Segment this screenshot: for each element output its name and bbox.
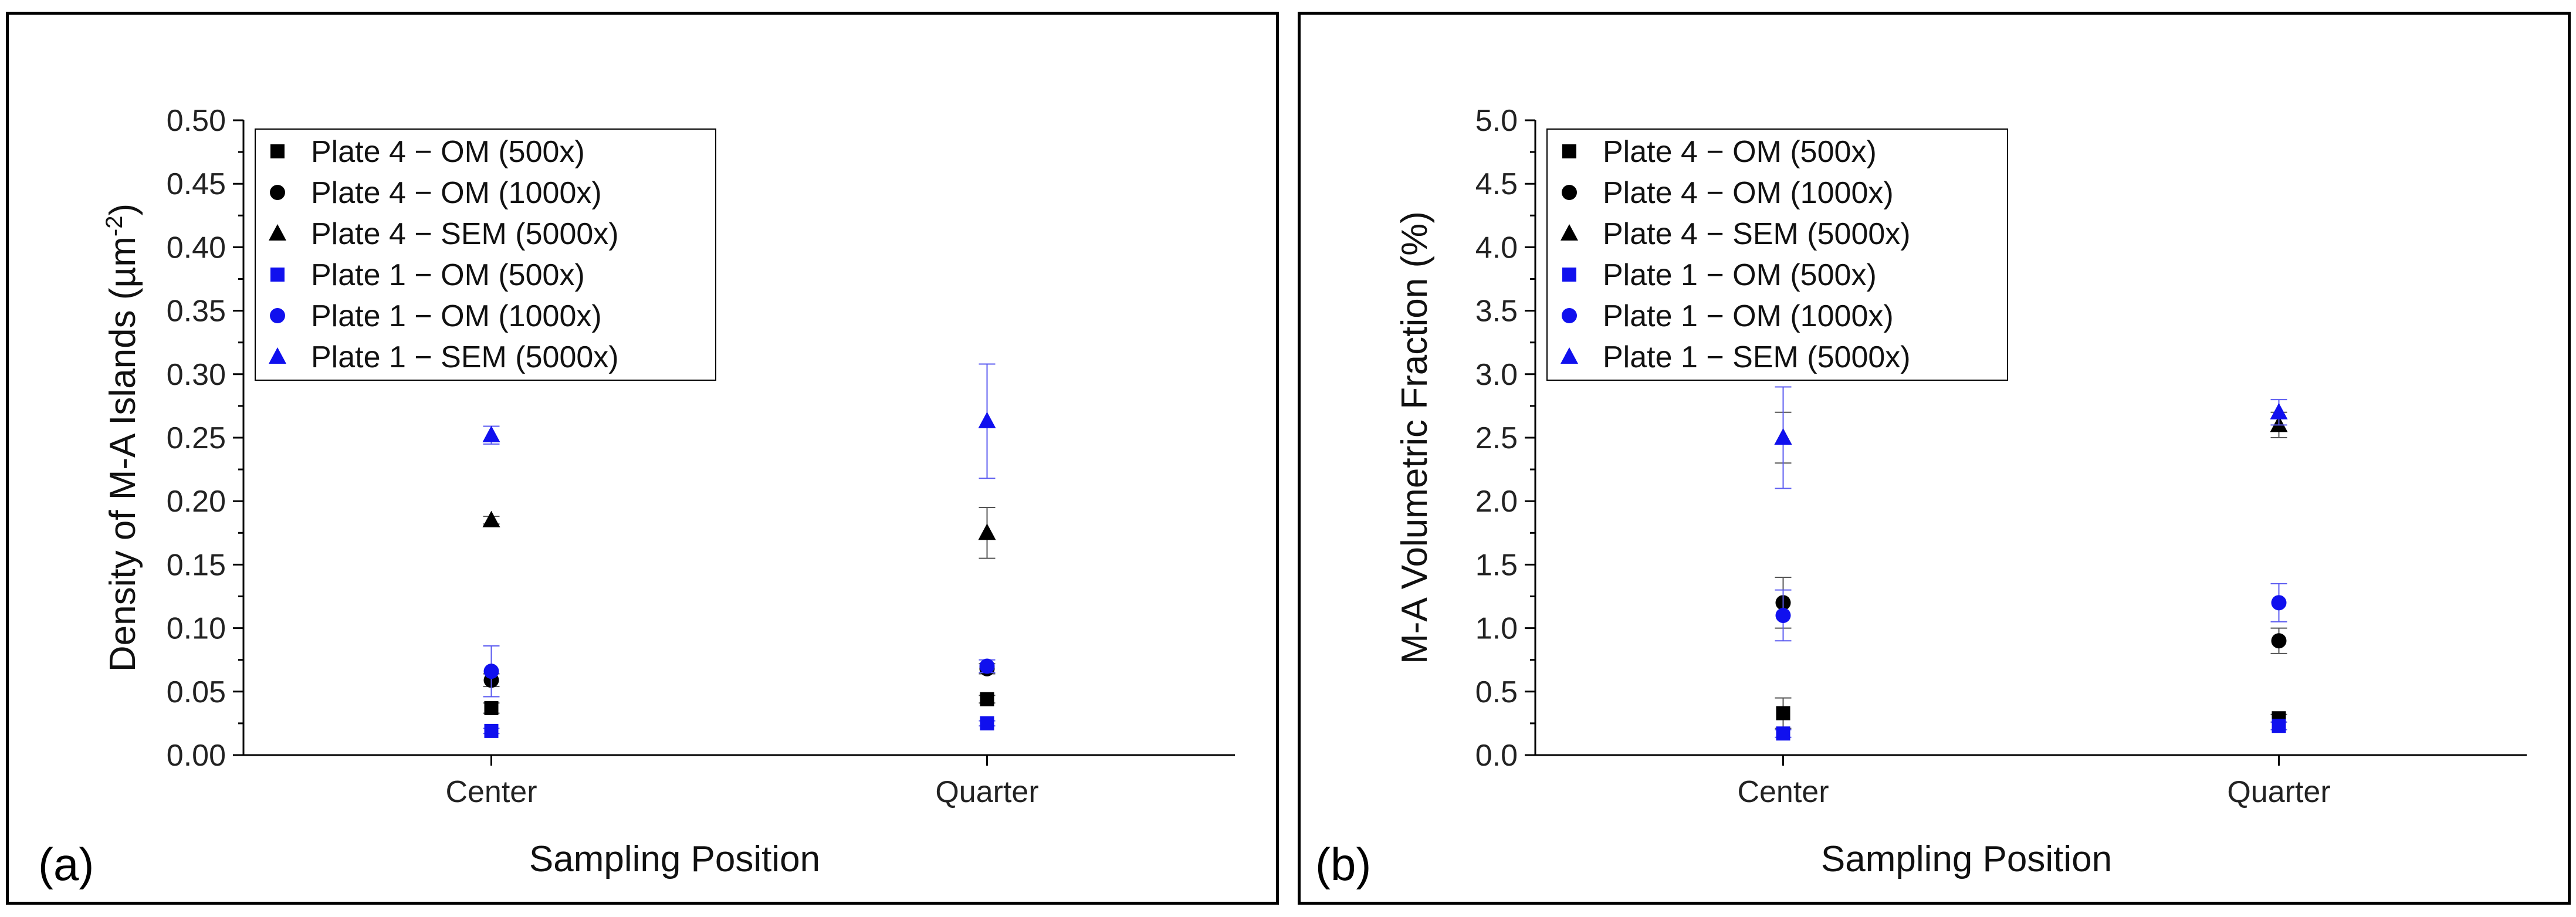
plot-area-0: 0.00 0.05 0.10 0.15 0.20 0.25 0.30 0.35 0.40 0.45…: [167, 104, 1235, 809]
legend-label: Plate 1 − SEM (5000x): [311, 340, 619, 374]
legend-marker: [1562, 268, 1576, 282]
y-axis-label-b: M-A Volumetric Fraction (%): [1394, 211, 1435, 664]
plot-area-1: 0.0 0.5 1.0 1.5 2.0 2.5 3.0 3.5 4.0 4.5 5.0 Center Q…: [1475, 104, 2527, 809]
data-point: [1776, 726, 1790, 741]
y-tick-label: 4.0: [1475, 231, 1518, 265]
legend-marker: [269, 224, 286, 241]
legend-0: Plate 4 − OM (500x) Plate 4 − OM (1000x) P…: [255, 128, 716, 381]
series-3: [483, 716, 996, 738]
legend-label: Plate 4 − SEM (5000x): [1603, 217, 1911, 251]
series-0: [483, 692, 996, 715]
legend-label: Plate 4 − OM (1000x): [1603, 176, 1894, 210]
legend-marker: [270, 185, 285, 200]
series-4: [483, 645, 996, 698]
legend-1: Plate 4 − OM (500x) Plate 4 − OM (1000x) P…: [1546, 128, 2008, 381]
y-tick-label: 0.15: [167, 548, 226, 582]
y-tick-label: 5.0: [1475, 104, 1518, 138]
legend-label: Plate 1 − OM (500x): [1603, 258, 1877, 292]
y-tick-label: 0.05: [167, 675, 226, 709]
y-tick-label: 0.50: [167, 104, 226, 138]
series-1: [1775, 577, 2287, 654]
y-tick-label: 2.0: [1475, 485, 1518, 519]
data-point: [978, 411, 996, 428]
data-point: [484, 701, 499, 715]
panel-label-b: (b): [1315, 838, 1371, 890]
y-tick-label: 1.5: [1475, 548, 1518, 582]
legend-marker: [270, 144, 285, 158]
y-axis-label-text: M-A Volumetric Fraction (%): [1394, 211, 1435, 664]
chart-panel-b: (b) Sampling Position M-A Volumetric Fra…: [1298, 12, 2571, 905]
legend-label: Plate 1 − OM (500x): [311, 258, 585, 292]
data-point: [980, 716, 994, 730]
chart-panel-a: (a) Sampling Position Density of M-A Isl…: [6, 12, 1279, 905]
y-tick-label: 0.45: [167, 167, 226, 201]
data-point: [1776, 706, 1790, 720]
y-tick-label: 0.20: [167, 485, 226, 519]
y-tick-label: 0.35: [167, 295, 226, 329]
y-tick-label: 4.5: [1475, 167, 1518, 201]
x-tick-label: Quarter: [935, 775, 1038, 809]
x-axis-label-b: Sampling Position: [1821, 839, 2112, 879]
y-axis-label-a: Density of M-A Islands (µm-2): [101, 204, 143, 672]
series-2: [1774, 411, 2288, 464]
legend-label: Plate 1 − OM (1000x): [1603, 299, 1894, 333]
x-axis-label-a: Sampling Position: [529, 839, 820, 879]
legend-label: Plate 4 − OM (1000x): [311, 176, 602, 210]
y-axis-label-text: Density of M-A Islands (µm-2): [101, 204, 143, 672]
data-point: [484, 723, 499, 738]
y-tick-label: 0.40: [167, 231, 226, 265]
data-point: [1775, 607, 1791, 623]
y-tick-label: 0.25: [167, 421, 226, 455]
chart-b-svg: (b) Sampling Position M-A Volumetric Fra…: [1315, 104, 2527, 890]
data-point: [2270, 402, 2288, 419]
data-point: [2271, 595, 2287, 611]
y-tick-label: 3.0: [1475, 358, 1518, 392]
legend-marker: [270, 308, 285, 323]
series-2: [482, 507, 996, 559]
x-tick-label: Quarter: [2227, 775, 2330, 809]
panel-label-a: (a): [38, 838, 94, 890]
y-tick-label: 1.0: [1475, 612, 1518, 646]
legend-box: [1546, 128, 2008, 381]
y-tick-label: 0.0: [1475, 739, 1518, 773]
legend-marker: [269, 347, 286, 364]
legend-label: Plate 1 − OM (1000x): [311, 299, 602, 333]
x-tick-label: Center: [445, 775, 537, 809]
y-tick-label: 2.5: [1475, 421, 1518, 455]
series-5: [1774, 386, 2288, 489]
series-4: [1775, 583, 2287, 642]
y-tick-label: 0.5: [1475, 675, 1518, 709]
legend-marker: [1562, 308, 1577, 323]
data-point: [2271, 633, 2287, 649]
legend-label: Plate 4 − OM (500x): [1603, 135, 1877, 169]
legend-marker: [1561, 347, 1578, 364]
chart-a-svg: (a) Sampling Position Density of M-A Isl…: [38, 104, 1235, 890]
legend-marker: [1562, 144, 1576, 158]
data-point: [980, 692, 994, 706]
legend-marker: [270, 268, 285, 282]
series-1: [483, 661, 996, 688]
legend-box: [255, 128, 716, 381]
series-3: [1775, 719, 2287, 741]
data-point: [482, 510, 500, 527]
data-point: [2272, 719, 2286, 733]
series-0: [1775, 697, 2287, 729]
data-point: [1774, 428, 1792, 445]
data-point: [482, 425, 500, 442]
data-point: [978, 523, 996, 540]
y-tick-label: 0.30: [167, 358, 226, 392]
legend-label: Plate 4 − OM (500x): [311, 135, 585, 169]
legend-marker: [1562, 185, 1577, 200]
series-5: [482, 363, 996, 479]
legend-marker: [1561, 224, 1578, 241]
legend-label: Plate 1 − SEM (5000x): [1603, 340, 1911, 374]
y-tick-label: 0.00: [167, 739, 226, 773]
data-point: [483, 664, 499, 679]
legend-label: Plate 4 − SEM (5000x): [311, 217, 619, 251]
data-point: [979, 658, 995, 674]
y-tick-label: 0.10: [167, 612, 226, 646]
x-tick-label: Center: [1737, 775, 1829, 809]
y-tick-label: 3.5: [1475, 295, 1518, 329]
